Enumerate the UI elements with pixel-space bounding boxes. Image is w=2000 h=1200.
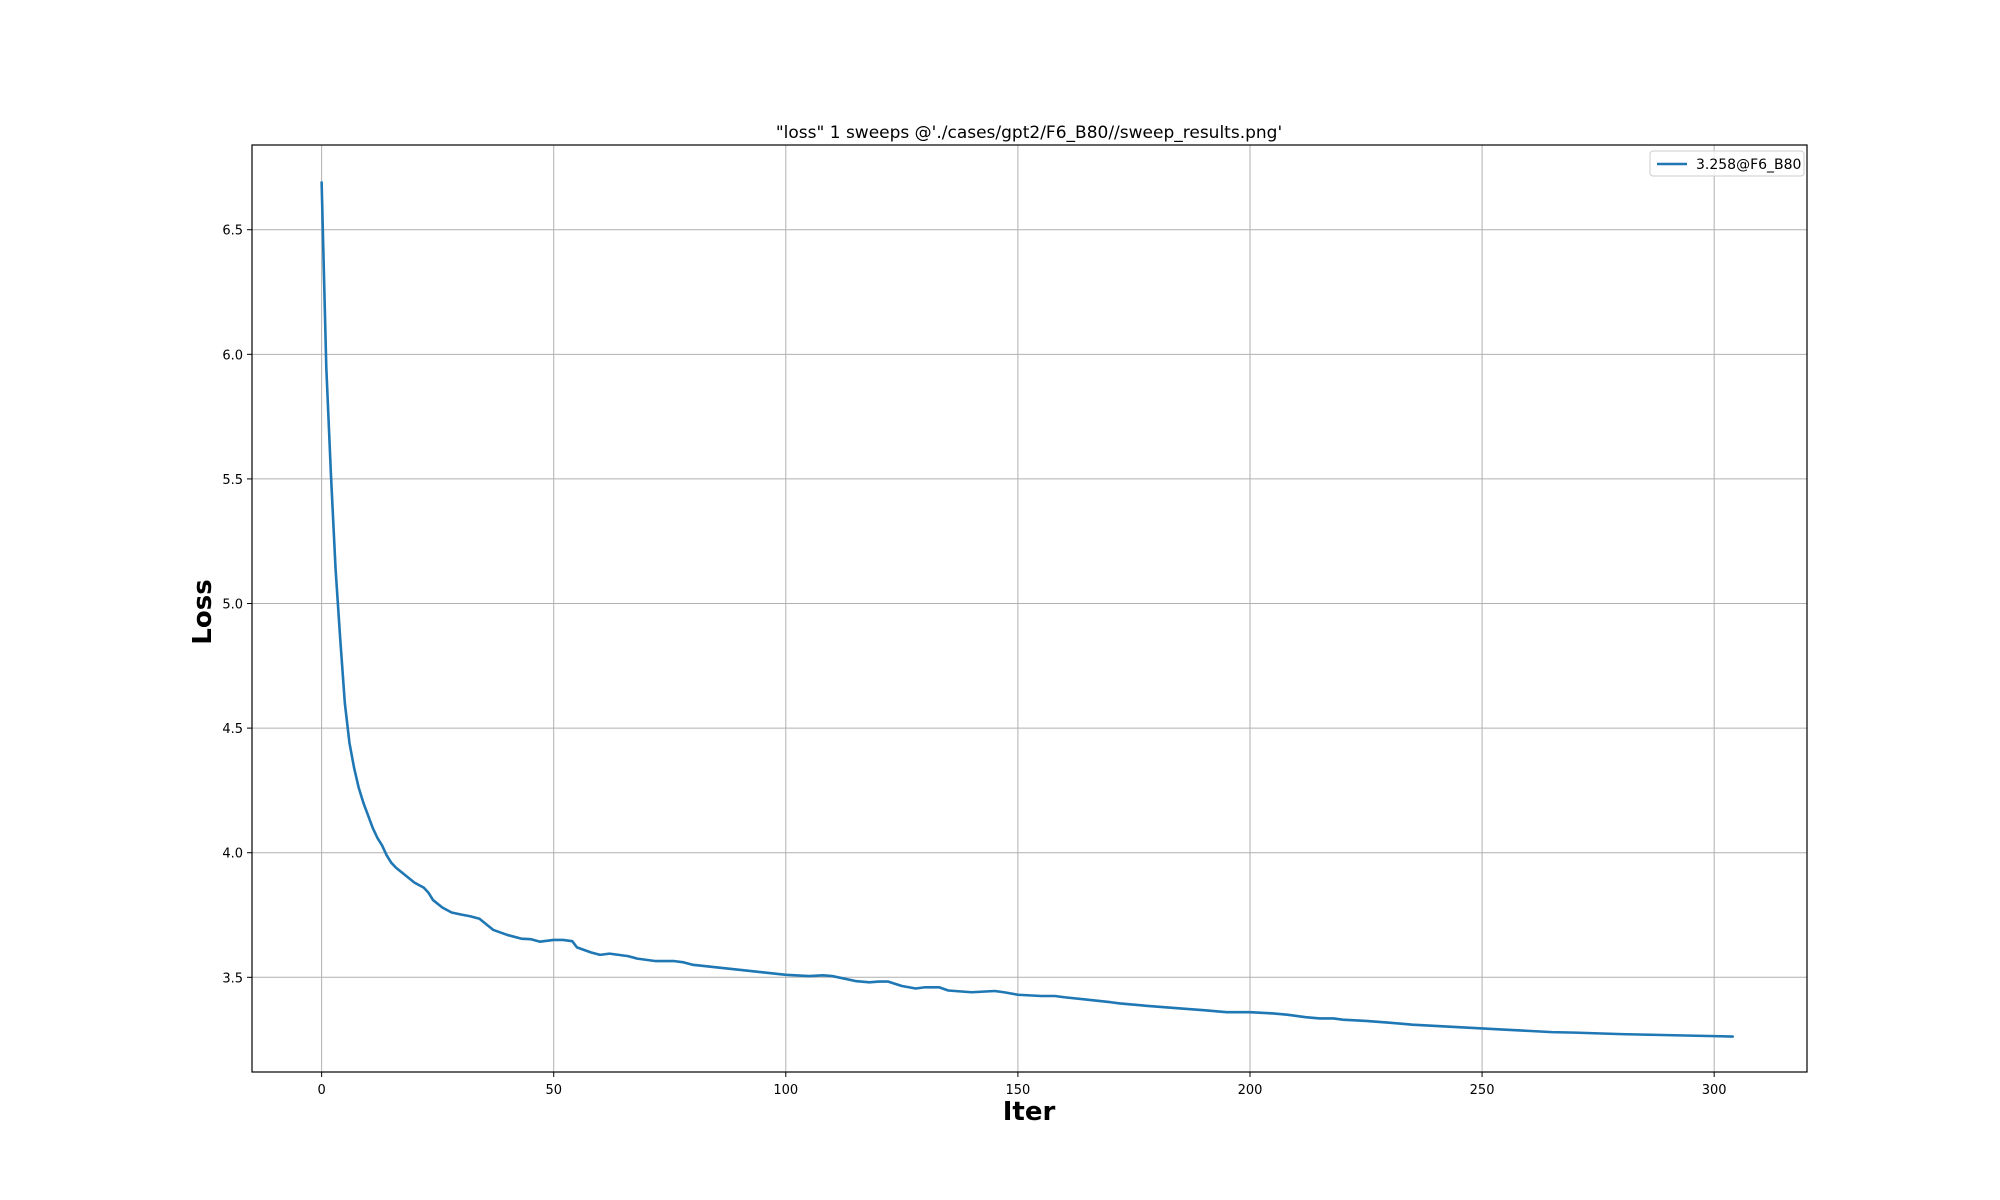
y-tick-label: 4.0 — [222, 847, 243, 862]
plot-frame — [251, 144, 1808, 1073]
x-tick-label: 200 — [1238, 1083, 1263, 1098]
grid-lines — [252, 145, 1807, 1072]
y-tick-label: 4.5 — [222, 722, 243, 737]
x-tick-label: 100 — [773, 1083, 798, 1098]
y-tick-label: 5.5 — [222, 473, 243, 488]
series-layer — [320, 181, 1735, 1038]
series-line — [320, 181, 1735, 1038]
y-axis-label: Loss — [188, 579, 218, 644]
x-tick-label: 250 — [1470, 1083, 1495, 1098]
x-axis-label: Iter — [1003, 1097, 1056, 1127]
chart-title: "loss" 1 sweeps @'./cases/gpt2/F6_B80//s… — [776, 123, 1282, 143]
plot-area — [252, 145, 1807, 1072]
x-tick-label: 300 — [1702, 1083, 1727, 1098]
y-tick-label: 6.5 — [222, 224, 243, 239]
x-tick-label: 150 — [1005, 1083, 1030, 1098]
y-tick-label: 5.0 — [222, 598, 243, 613]
y-tick-label: 3.5 — [222, 971, 243, 986]
legend-label: 3.258@F6_B80 — [1696, 157, 1801, 173]
y-tick-label: 6.0 — [222, 348, 243, 363]
x-tick-label: 0 — [317, 1083, 325, 1098]
legend: 3.258@F6_B80 — [1649, 150, 1805, 177]
legend-box — [1649, 150, 1805, 177]
x-tick-label: 50 — [545, 1083, 562, 1098]
axis-ticks: 0 50 100 150 200 250 300 3.5 4.0 4.5 5.0 5.5 6.0 6.5 — [222, 224, 1726, 1098]
